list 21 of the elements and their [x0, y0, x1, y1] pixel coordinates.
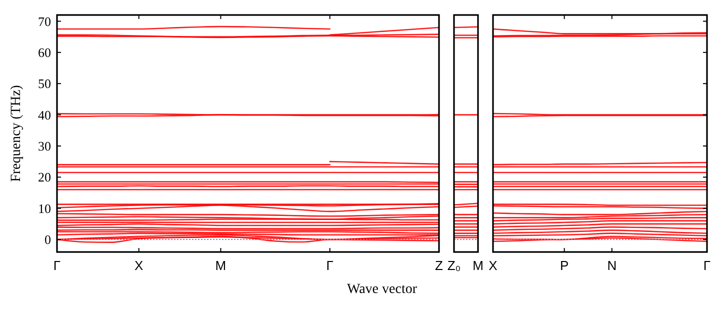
x-tick-label: Γ	[703, 258, 711, 273]
x-tick-label: M	[472, 258, 484, 273]
y-tick-label: 0	[44, 232, 51, 248]
x-tick-label: Z	[435, 258, 444, 273]
y-tick-label: 20	[38, 170, 51, 185]
y-tick-label: 10	[38, 200, 51, 216]
x-tick-label: Z₀	[447, 258, 461, 273]
x-tick-label: Γ	[326, 258, 334, 273]
x-tick-label: X	[488, 258, 498, 273]
y-axis-title: Frequency (THz)	[9, 84, 24, 182]
x-tick-label: Γ	[53, 258, 61, 273]
x-tick-label: P	[560, 258, 569, 273]
x-tick-label: M	[215, 258, 226, 273]
y-tick-label: 70	[38, 14, 51, 29]
x-tick-label: N	[607, 258, 617, 273]
y-tick-label: 30	[38, 138, 51, 154]
y-tick-label: 50	[38, 76, 51, 92]
y-tick-label: 40	[38, 107, 51, 122]
x-axis-title: Wave vector	[347, 282, 418, 297]
y-tick-label: 60	[38, 44, 51, 60]
x-tick-label: X	[134, 258, 144, 273]
